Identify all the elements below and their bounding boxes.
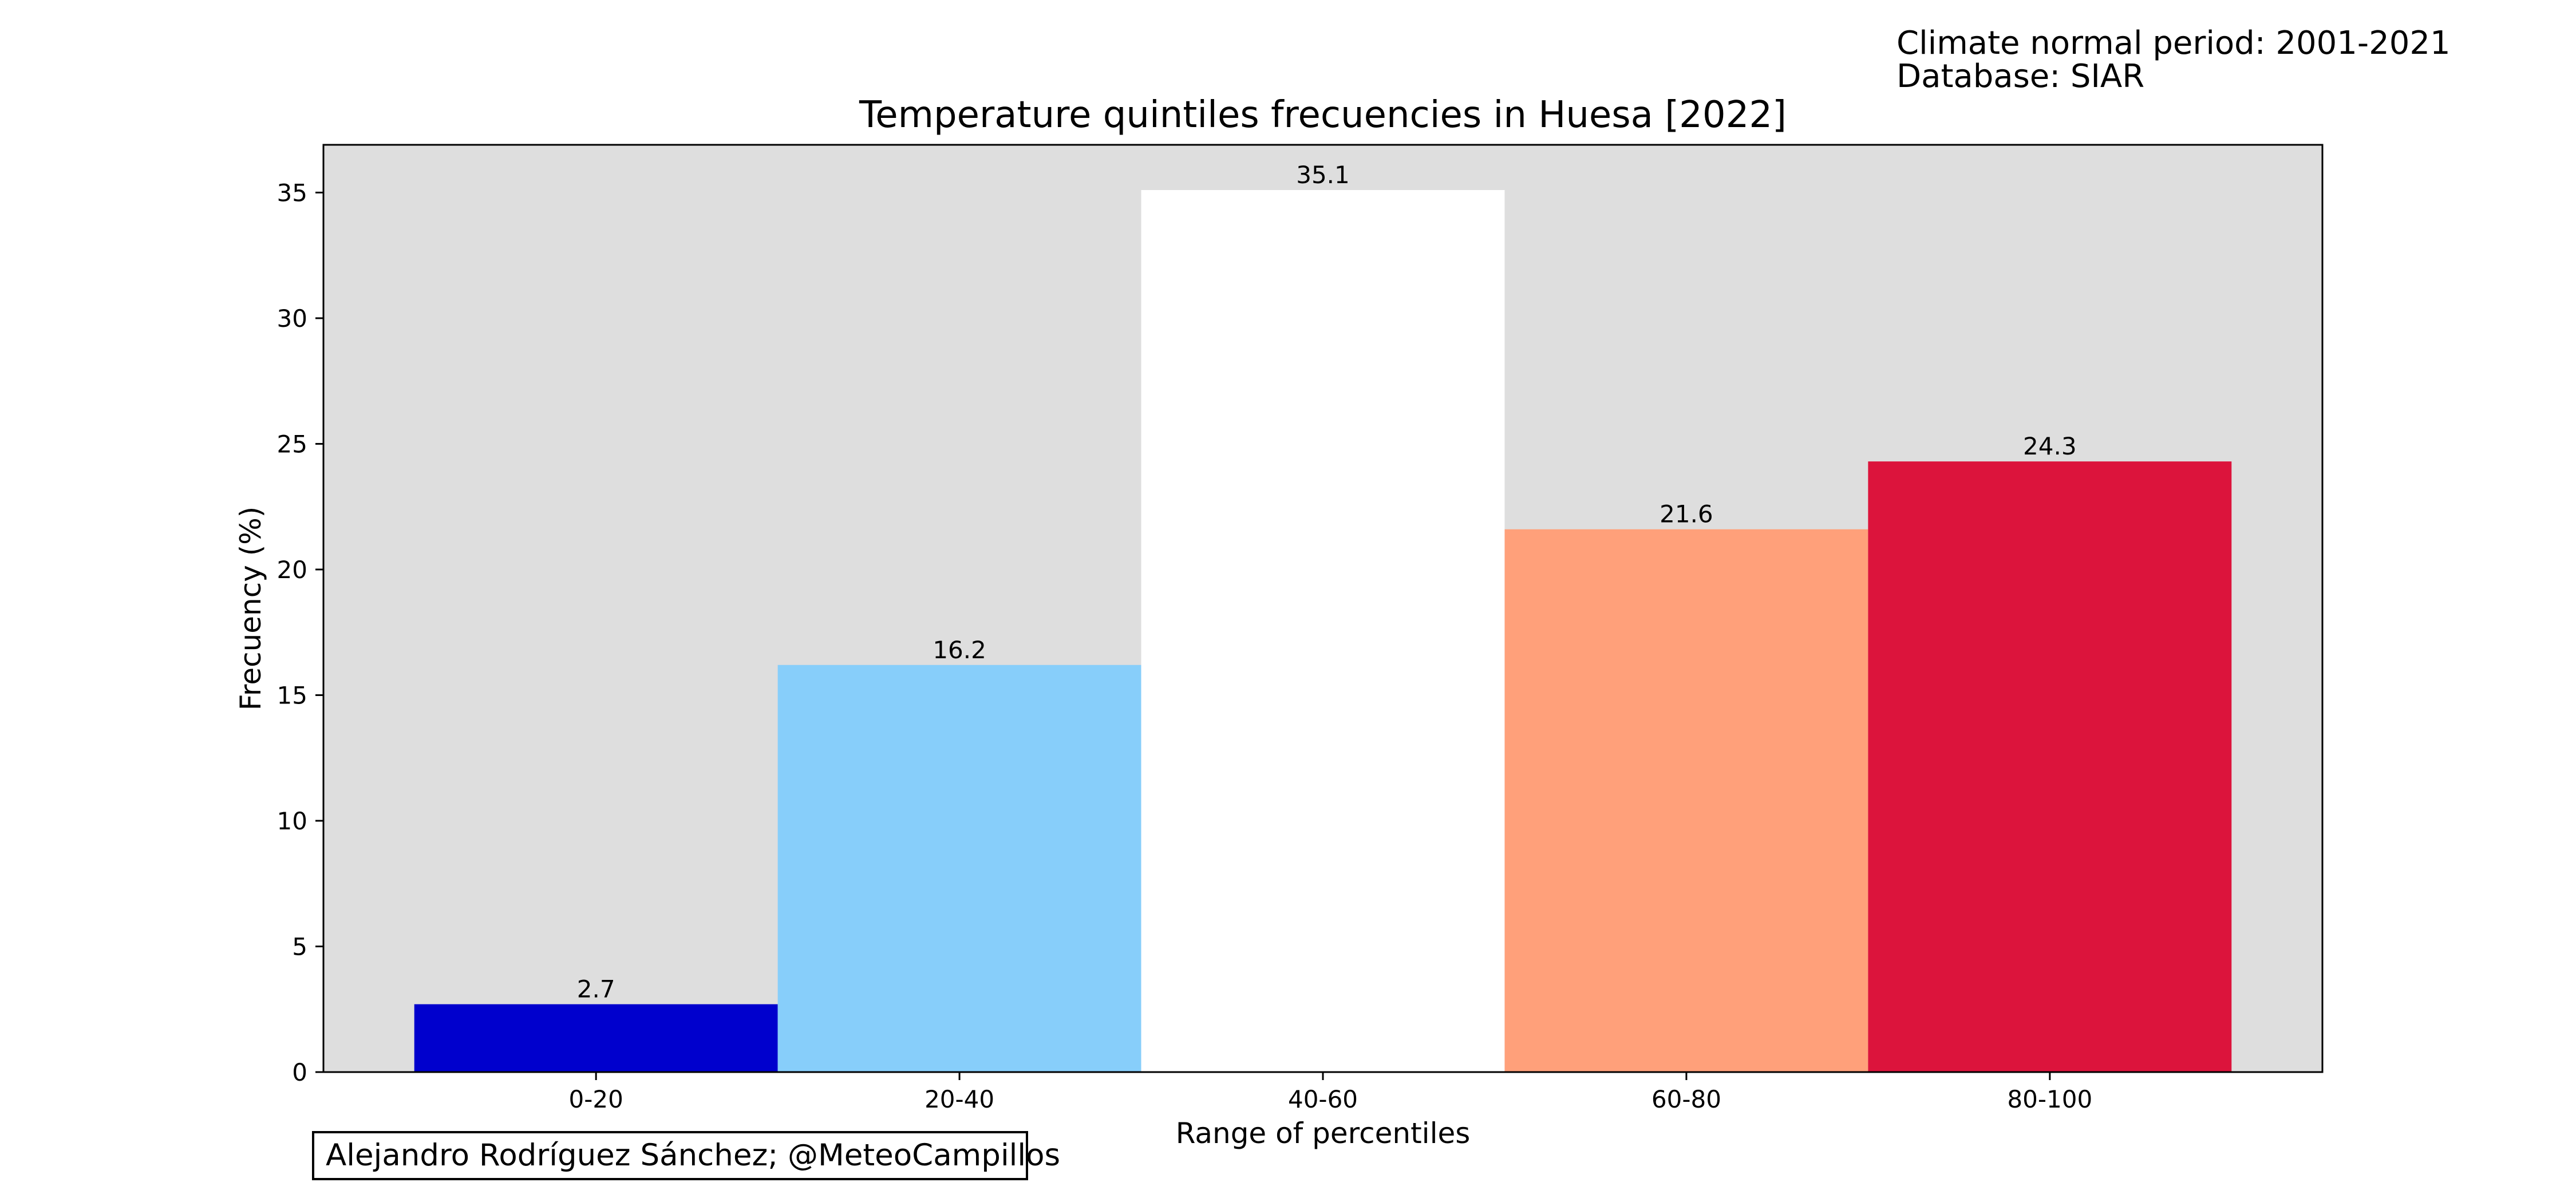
x-tick-label: 60-80	[1652, 1085, 1721, 1113]
x-axis-label: Range of percentiles	[1176, 1117, 1471, 1150]
x-tick-label: 40-60	[1288, 1085, 1358, 1113]
y-tick-label: 30	[277, 305, 307, 333]
y-tick-label: 10	[277, 807, 307, 835]
bar-value-label: 2.7	[577, 975, 615, 1003]
y-tick-label: 25	[277, 430, 307, 458]
y-tick-label: 35	[277, 179, 307, 207]
y-tick-label: 0	[292, 1058, 307, 1086]
bar-20-40	[777, 665, 1141, 1072]
bar-value-label: 24.3	[2023, 432, 2077, 460]
chart-title: Temperature quintiles frecuencies in Hue…	[859, 94, 1787, 136]
bar-value-label: 16.2	[933, 636, 986, 664]
x-tick-label: 20-40	[924, 1085, 994, 1113]
author-credit: Alejandro Rodríguez Sánchez; @MeteoCampi…	[312, 1131, 1060, 1180]
bar-60-80	[1504, 529, 1868, 1072]
y-tick-label: 15	[277, 681, 307, 709]
y-tick-label: 20	[277, 556, 307, 584]
bar-80-100	[1868, 461, 2232, 1073]
x-tick-label: 0-20	[569, 1085, 623, 1113]
bar-value-label: 21.6	[1660, 500, 1713, 528]
bar-40-60	[1141, 190, 1505, 1072]
bar-value-label: 35.1	[1296, 161, 1350, 189]
climate-normal-period-note: Climate normal period: 2001-2021	[1897, 25, 2451, 62]
x-tick-label: 80-100	[2007, 1085, 2092, 1113]
database-note: Database: SIAR	[1897, 58, 2145, 95]
bar-0-20	[414, 1004, 778, 1072]
y-axis-label: Frecuency (%)	[234, 507, 267, 710]
y-tick-label: 5	[292, 932, 307, 960]
